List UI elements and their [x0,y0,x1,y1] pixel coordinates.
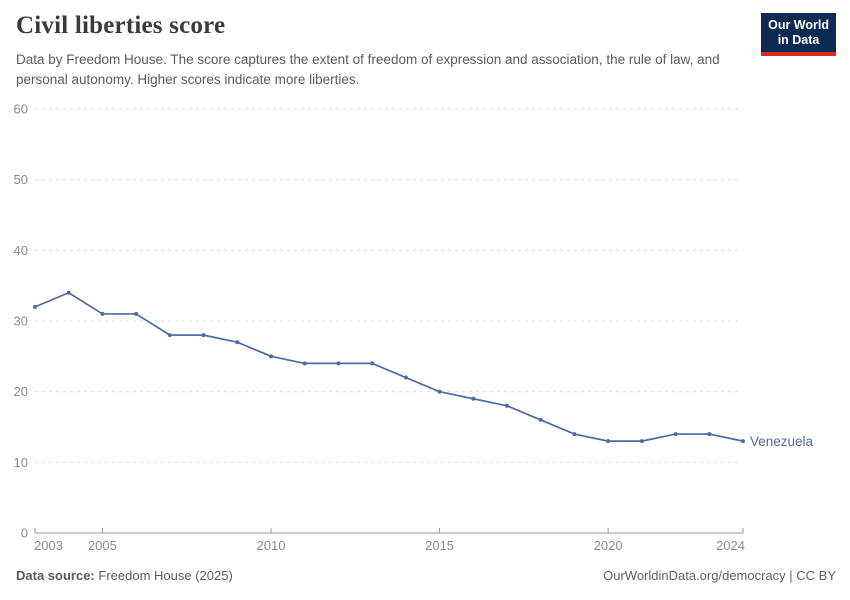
data-point [505,403,509,408]
owid-logo-line2: in Data [777,33,820,47]
owid-logo: Our World in Data [761,13,836,56]
y-tick-label: 30 [14,314,28,329]
x-tick-label: 2015 [425,538,454,553]
data-point [403,375,408,380]
data-point [741,439,745,444]
chart-footer: Data source: Freedom House (2025) OurWor… [16,568,836,583]
data-point [606,439,611,444]
data-point [302,361,307,366]
data-point [538,417,543,422]
data-point [370,361,375,366]
credit-link: OurWorldinData.org/democracy | CC BY [603,568,836,583]
data-point [437,389,442,394]
data-point [134,311,139,316]
data-point [471,396,476,401]
data-point [167,333,172,338]
y-tick-label: 60 [14,102,28,117]
data-point [269,354,273,359]
data-source-value: Freedom House (2025) [98,568,233,583]
data-point [33,304,37,309]
y-tick-label: 50 [14,172,28,187]
y-tick-label: 10 [14,455,28,470]
data-point [673,432,678,437]
data-point [707,432,712,437]
page-title: Civil liberties score [16,12,226,39]
y-tick-label: 40 [14,243,28,258]
series-line [34,291,744,442]
x-tick-label: 2020 [594,538,623,553]
y-tick-label: 0 [21,526,28,541]
y-tick-label: 20 [14,384,28,399]
data-point [201,333,206,338]
chart-subtitle: Data by Freedom House. The score capture… [16,52,720,87]
data-source-label: Data source: [16,568,95,583]
data-point [100,311,105,316]
data-point [572,432,577,437]
data-point [66,290,71,295]
x-tick-label: 2005 [88,538,117,553]
data-source: Data source: Freedom House (2025) [16,568,233,583]
series-end-label: Venezuela [750,434,814,449]
data-point [336,361,341,366]
x-tick-label: 2024 [716,538,745,553]
x-tick-label: 2010 [257,538,286,553]
x-tick-label: 2003 [34,538,63,553]
owid-logo-line1: Our World [768,18,829,32]
data-point [639,439,644,444]
data-point [235,340,240,345]
